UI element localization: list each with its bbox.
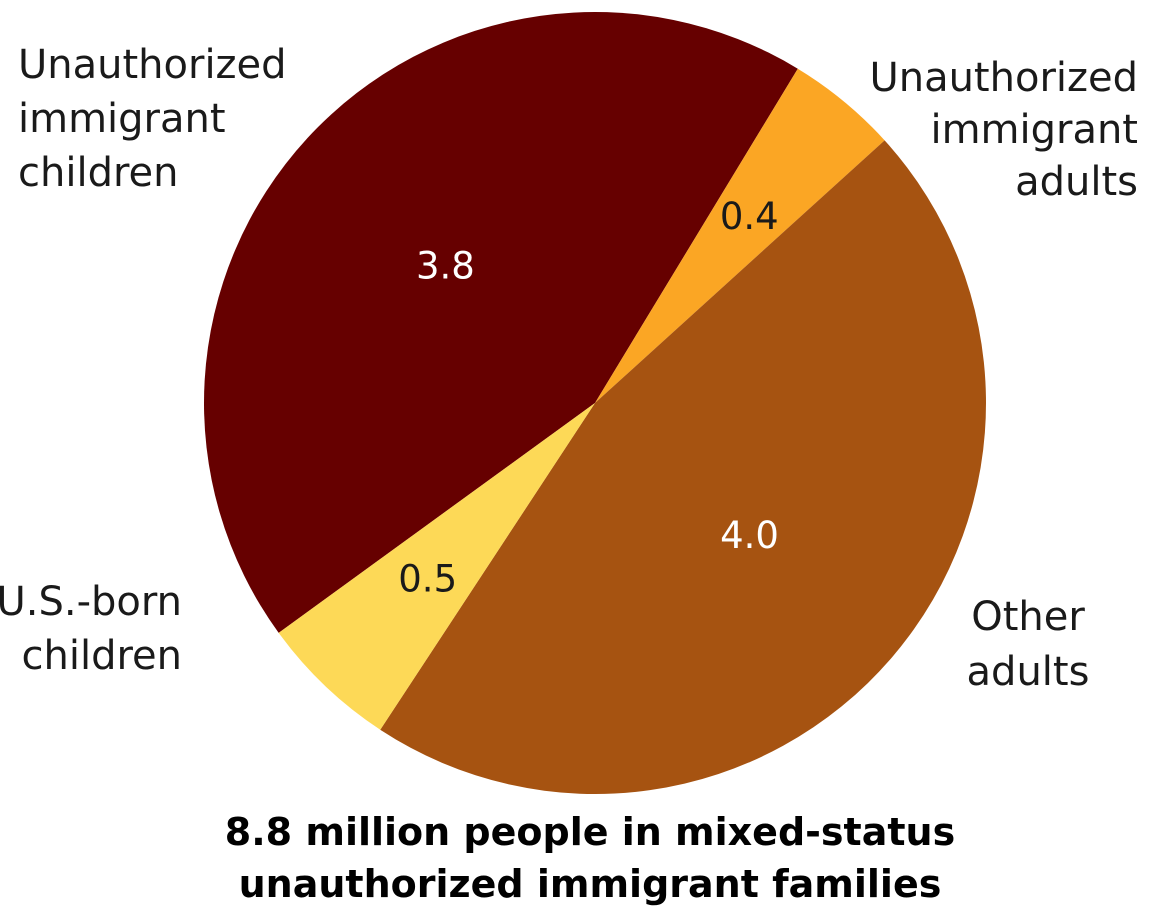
pie-slice-2: [380, 140, 986, 794]
chart-caption: 8.8 million people in mixed-status unaut…: [225, 810, 955, 906]
caption-line-1: 8.8 million people in mixed-status: [225, 810, 955, 854]
category-label-other-adults: Other adults: [967, 594, 1090, 695]
category-label-line: children: [22, 633, 183, 679]
value-label-3: 0.5: [398, 557, 457, 600]
value-label-1: 0.4: [720, 195, 779, 238]
pie-value-labels: 3.8 0.4 4.0 0.5: [398, 195, 779, 600]
caption-line-2: unauthorized immigrant families: [239, 862, 942, 906]
category-label-line: immigrant: [18, 96, 226, 142]
category-label-line: children: [18, 150, 179, 196]
category-label-us-born-children: U.S.-born children: [0, 579, 182, 679]
category-label-unauthorized-children: Unauthorized immigrant children: [18, 42, 287, 196]
pie-slice-1: [595, 68, 885, 403]
category-label-line: Unauthorized: [869, 55, 1138, 101]
category-label-unauthorized-adults: Unauthorized immigrant adults: [869, 55, 1138, 205]
pie-slices: [203, 12, 986, 794]
category-label-line: U.S.-born: [0, 579, 182, 625]
category-label-line: Unauthorized: [18, 42, 287, 88]
category-label-line: adults: [1015, 159, 1138, 205]
category-label-line: Other: [971, 594, 1085, 640]
value-label-2: 4.0: [720, 514, 779, 557]
pie-slice-0: [203, 12, 798, 633]
category-label-line: adults: [967, 649, 1090, 695]
pie-slice-3: [278, 403, 595, 730]
value-label-0: 3.8: [416, 244, 475, 287]
category-label-line: immigrant: [930, 107, 1138, 153]
